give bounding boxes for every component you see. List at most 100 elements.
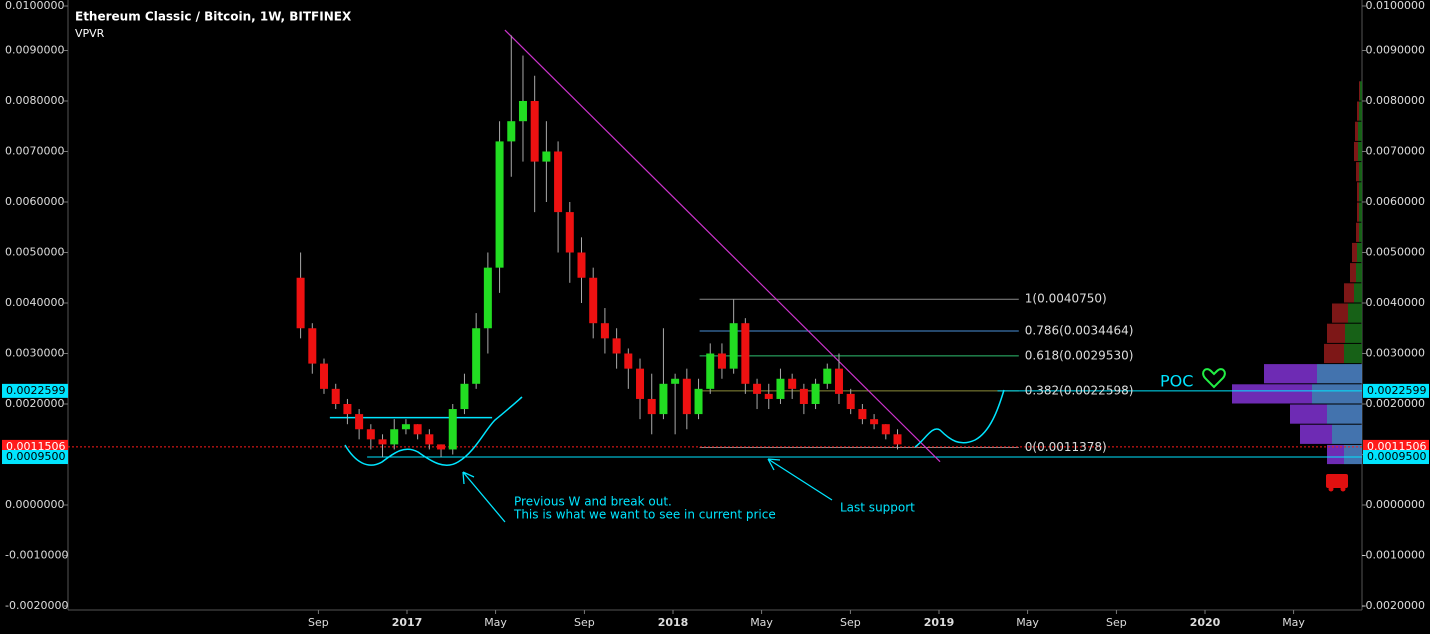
x-tick-label: 2019	[924, 616, 955, 629]
candle-body	[448, 409, 457, 450]
candle-body	[612, 338, 621, 354]
volume-down	[1356, 162, 1359, 182]
candle-body	[788, 378, 797, 389]
candle-body	[378, 439, 387, 445]
volume-down	[1327, 444, 1344, 465]
candle-body	[823, 368, 832, 384]
y-tick-label: -0.0010000	[1362, 549, 1425, 562]
price-badge	[1363, 450, 1429, 465]
candle-body	[706, 353, 715, 389]
x-tick-label: May	[750, 616, 773, 629]
candle-body	[729, 323, 738, 369]
volume-down	[1352, 242, 1357, 263]
x-tick-label: 2018	[658, 616, 689, 629]
volume-up	[1354, 283, 1362, 303]
volume-up	[1312, 384, 1362, 404]
price-badge-label: 0.0011506	[6, 440, 66, 453]
y-tick-label: -0.0010000	[5, 549, 68, 562]
plot-area	[8, 29, 1362, 465]
candle-body	[343, 404, 352, 415]
volume-down	[1359, 81, 1360, 101]
candle-body	[846, 393, 855, 410]
candle-body	[401, 424, 410, 430]
candle-body	[413, 424, 422, 435]
candle-body	[811, 383, 820, 404]
alert-icon	[1326, 474, 1348, 492]
fib-label: 0.786(0.0034464)	[1025, 323, 1134, 337]
candle-body	[296, 277, 305, 329]
volume-up	[1344, 444, 1362, 465]
x-tick-label: Sep	[574, 616, 595, 629]
volume-down	[1357, 182, 1359, 202]
price-badge-label: 0.0022599	[1367, 384, 1427, 397]
candle-body	[870, 419, 879, 425]
annotation: Last support	[840, 501, 915, 515]
heart-icon	[1202, 368, 1226, 389]
candle-body	[776, 378, 785, 399]
candle-body	[694, 388, 703, 415]
volume-up	[1327, 404, 1362, 424]
candle-body	[600, 323, 609, 339]
volume-up	[1360, 81, 1362, 101]
x-tick-label: May	[1016, 616, 1039, 629]
y-tick-label: 0.0030000	[5, 347, 65, 360]
trendline	[504, 29, 941, 463]
candle-body	[542, 151, 551, 162]
y-tick-label: 0.0000000	[1366, 498, 1426, 511]
candle-body	[366, 429, 375, 440]
y-tick-label: 0.0090000	[5, 44, 65, 57]
volume-down	[1357, 202, 1359, 222]
annotation: This is what we want to see in current p…	[513, 508, 776, 522]
candle-body	[472, 328, 481, 384]
candle-body	[764, 393, 773, 399]
candle-body	[530, 101, 539, 162]
candle-body	[425, 434, 434, 445]
volume-down	[1300, 424, 1332, 444]
candle-body	[554, 151, 563, 213]
x-tick-label: Sep	[1106, 616, 1127, 629]
x-tick-label: 2017	[392, 616, 423, 629]
volume-down	[1356, 222, 1359, 242]
volume-up	[1317, 364, 1362, 384]
w-pattern-sketch	[344, 396, 523, 466]
volume-up	[1357, 242, 1362, 263]
volume-up	[1345, 323, 1362, 343]
volume-down	[1232, 384, 1312, 404]
candle-body	[577, 252, 586, 278]
y-tick-label: 0.0070000	[5, 145, 65, 158]
candle-body	[799, 388, 808, 404]
candle-body	[624, 353, 633, 369]
candle-body	[589, 277, 598, 324]
y-tick-label: 0.0100000	[5, 0, 65, 12]
candle-body	[437, 444, 446, 450]
candle-body	[858, 409, 867, 420]
volume-up	[1332, 424, 1362, 444]
arrow	[462, 471, 506, 523]
candle-body	[659, 383, 668, 415]
fib-label: 1(0.0040750)	[1025, 292, 1107, 306]
candle-body	[483, 267, 492, 329]
volume-up	[1359, 202, 1362, 222]
y-tick-label: 0.0000000	[5, 498, 65, 511]
volume-up	[1359, 222, 1362, 242]
y-tick-label: 0.0080000	[5, 94, 65, 107]
x-tick-label: May	[1282, 616, 1305, 629]
y-tick-label: 0.0030000	[1366, 347, 1426, 360]
volume-down	[1324, 343, 1344, 364]
y-tick-label: 0.0070000	[1366, 145, 1426, 158]
candle-body	[636, 368, 645, 399]
volume-down	[1332, 303, 1348, 323]
price-badge	[2, 383, 68, 398]
y-tick-label: 0.0060000	[5, 195, 65, 208]
candle-body	[741, 323, 750, 384]
candle-body	[308, 328, 317, 364]
fib-label: 0.382(0.0022598)	[1025, 383, 1134, 397]
y-tick-label: 0.0090000	[1366, 44, 1426, 57]
candle-body	[717, 353, 726, 369]
y-tick-label: -0.0020000	[5, 599, 68, 612]
price-badge-label: 0.0022599	[6, 384, 66, 397]
candle-body	[495, 141, 504, 268]
volume-up	[1359, 101, 1362, 121]
